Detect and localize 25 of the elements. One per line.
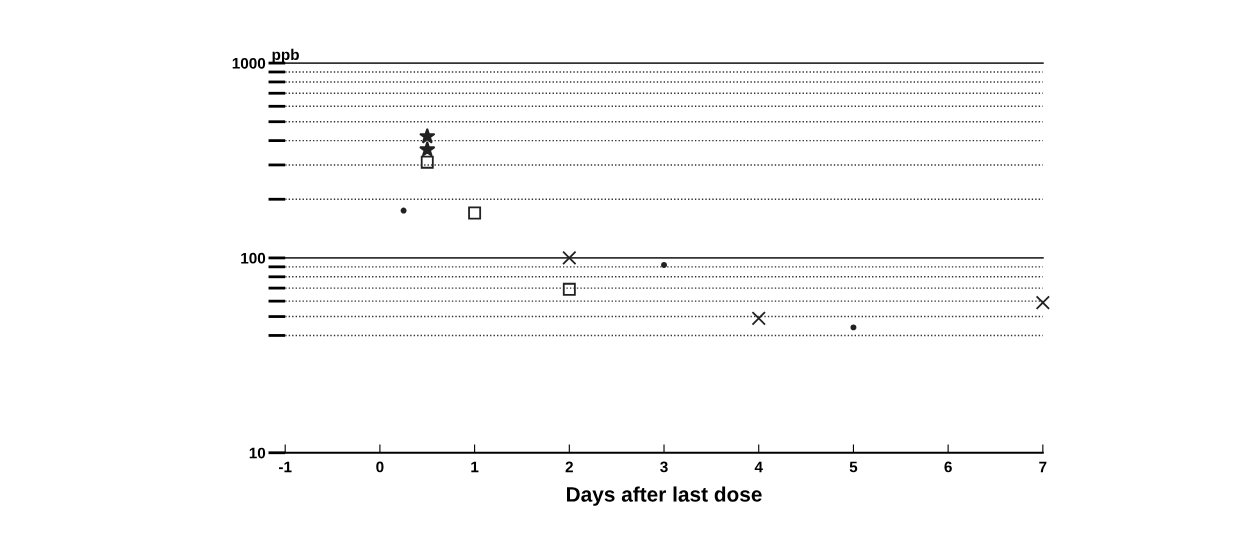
point [562,250,577,266]
point [468,206,482,220]
x-tick-label: 2 [565,461,573,473]
x-tick-label: 0 [376,461,384,473]
x-tick-label: 4 [754,461,763,473]
point [419,127,436,144]
point [850,324,857,331]
point [420,155,434,169]
x-tick-label: 6 [944,461,952,473]
x-tick-label: 3 [660,461,668,473]
point [562,282,576,296]
y-axis-title: ppb [272,48,299,64]
y-tick-label: 10 [249,447,266,459]
point [751,311,766,326]
x-tick-label: 7 [1039,461,1047,473]
x-tick-label: -1 [279,461,292,473]
y-tick-label: 100 [241,252,266,264]
x-tick-label: 1 [471,461,479,473]
x-tick-label: 5 [849,461,858,473]
point [661,261,668,268]
y-tick-label: 1000 [232,57,266,69]
point [1035,295,1050,310]
x-axis-title: Days after last dose [567,486,762,506]
point [419,140,436,157]
point [400,207,407,214]
